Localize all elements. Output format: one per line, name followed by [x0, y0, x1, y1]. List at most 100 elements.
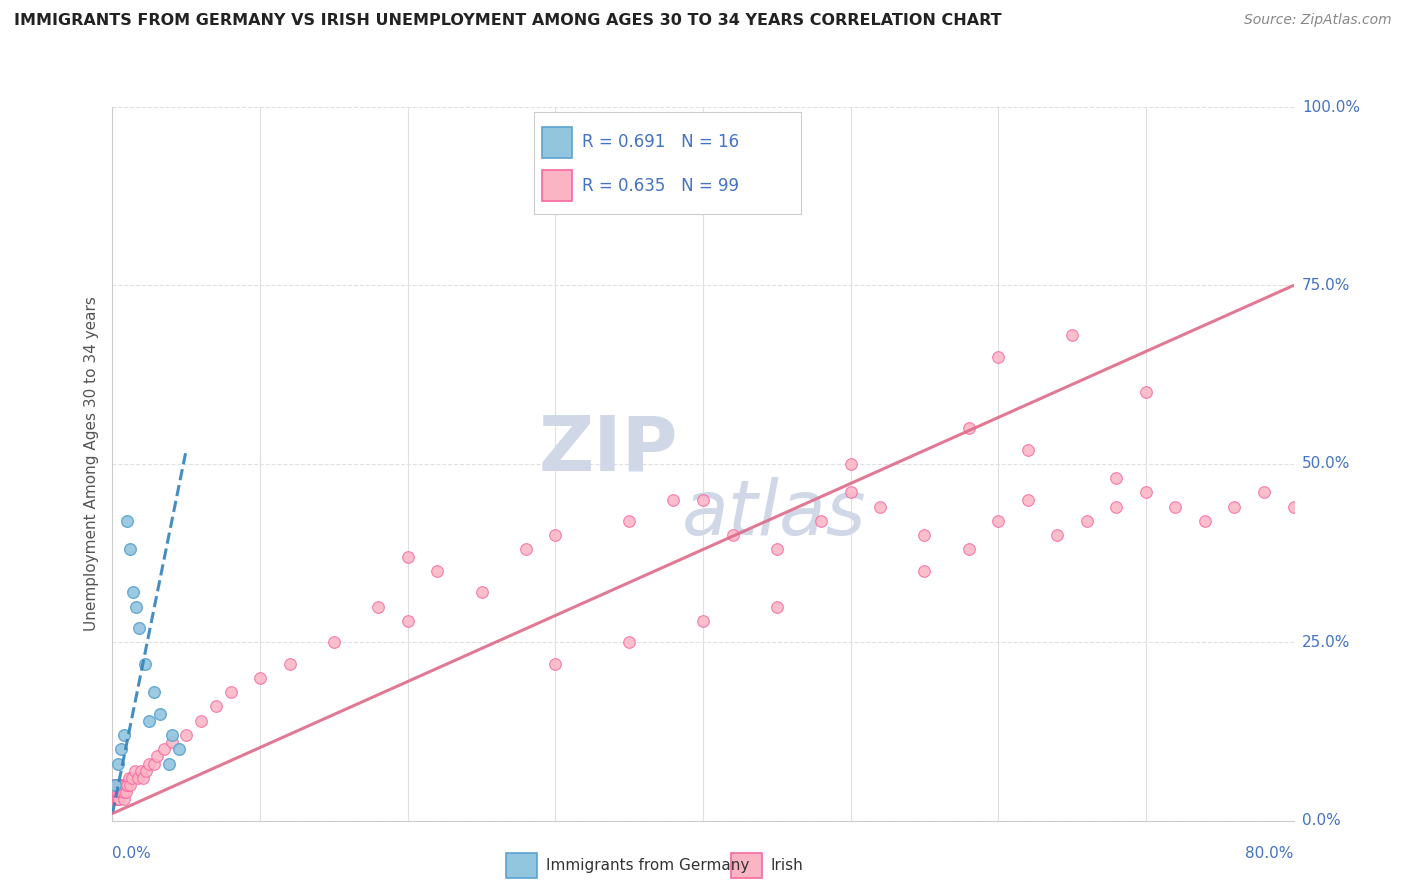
Text: Immigrants from Germany: Immigrants from Germany [546, 858, 749, 873]
Point [470, 585, 494, 599]
Text: 50.0%: 50.0% [1302, 457, 1350, 471]
Text: 80.0%: 80.0% [1246, 846, 1294, 861]
Point [1105, 500, 1128, 514]
Point [1253, 485, 1275, 500]
Point [515, 542, 537, 557]
Point [115, 778, 138, 792]
Text: R = 0.691   N = 16: R = 0.691 N = 16 [582, 133, 740, 152]
Point [135, 764, 157, 778]
Point [1194, 514, 1216, 528]
Point [1135, 485, 1157, 500]
Point [112, 728, 135, 742]
Point [120, 778, 142, 792]
Point [957, 542, 980, 557]
Point [160, 735, 183, 749]
Point [121, 771, 143, 785]
Point [396, 614, 419, 628]
Bar [731, 853, 762, 878]
Point [107, 792, 129, 806]
Point [869, 500, 891, 514]
Point [692, 492, 714, 507]
Point [1017, 442, 1039, 457]
Point [153, 742, 176, 756]
Point [114, 785, 136, 799]
Point [127, 771, 149, 785]
Point [426, 564, 449, 578]
Point [120, 542, 142, 557]
Point [142, 756, 165, 771]
Point [103, 792, 125, 806]
Point [107, 756, 129, 771]
Text: 0.0%: 0.0% [1302, 814, 1340, 828]
Point [1046, 528, 1069, 542]
Point [105, 792, 128, 806]
Point [110, 785, 132, 799]
Point [103, 778, 125, 792]
Point [107, 778, 129, 792]
Text: atlas: atlas [682, 477, 866, 550]
Y-axis label: Unemployment Among Ages 30 to 34 years: Unemployment Among Ages 30 to 34 years [83, 296, 98, 632]
Point [118, 771, 141, 785]
Point [1135, 385, 1157, 400]
Point [167, 742, 190, 756]
Point [103, 778, 125, 792]
Text: 100.0%: 100.0% [1302, 100, 1360, 114]
Point [323, 635, 346, 649]
Point [105, 785, 128, 799]
Point [142, 685, 165, 699]
Bar [543, 170, 572, 202]
Point [1282, 500, 1305, 514]
Point [1017, 492, 1039, 507]
Point [205, 699, 228, 714]
Text: ZIP: ZIP [538, 413, 678, 486]
Point [114, 778, 136, 792]
Point [110, 742, 132, 756]
Text: 25.0%: 25.0% [1302, 635, 1350, 649]
Point [692, 614, 714, 628]
Point [129, 764, 152, 778]
Point [1223, 500, 1246, 514]
Point [105, 778, 128, 792]
Point [124, 764, 146, 778]
Point [619, 514, 641, 528]
Point [134, 657, 156, 671]
Point [914, 528, 936, 542]
Point [107, 778, 129, 792]
Point [103, 785, 125, 799]
Point [107, 785, 129, 799]
Point [149, 706, 172, 721]
Point [914, 564, 936, 578]
Bar [543, 127, 572, 158]
Point [544, 657, 567, 671]
Point [108, 792, 131, 806]
Point [110, 778, 132, 792]
Point [138, 756, 160, 771]
Text: Irish: Irish [770, 858, 803, 873]
Point [117, 514, 138, 528]
Point [103, 785, 125, 799]
Point [544, 528, 567, 542]
Point [174, 728, 197, 742]
Point [104, 785, 127, 799]
Point [132, 771, 155, 785]
Point [1076, 514, 1098, 528]
Point [128, 621, 150, 635]
Point [249, 671, 271, 685]
Point [721, 528, 744, 542]
Point [1105, 471, 1128, 485]
Point [146, 749, 169, 764]
Point [111, 778, 134, 792]
Point [574, 193, 596, 207]
Text: 0.0%: 0.0% [112, 846, 152, 861]
Point [104, 778, 127, 792]
Point [112, 785, 135, 799]
Point [396, 549, 419, 564]
Point [108, 785, 131, 799]
Point [662, 492, 685, 507]
Point [160, 728, 183, 742]
Point [987, 514, 1010, 528]
Bar [506, 853, 537, 878]
Point [190, 714, 212, 728]
Point [766, 599, 789, 614]
Point [105, 785, 128, 799]
